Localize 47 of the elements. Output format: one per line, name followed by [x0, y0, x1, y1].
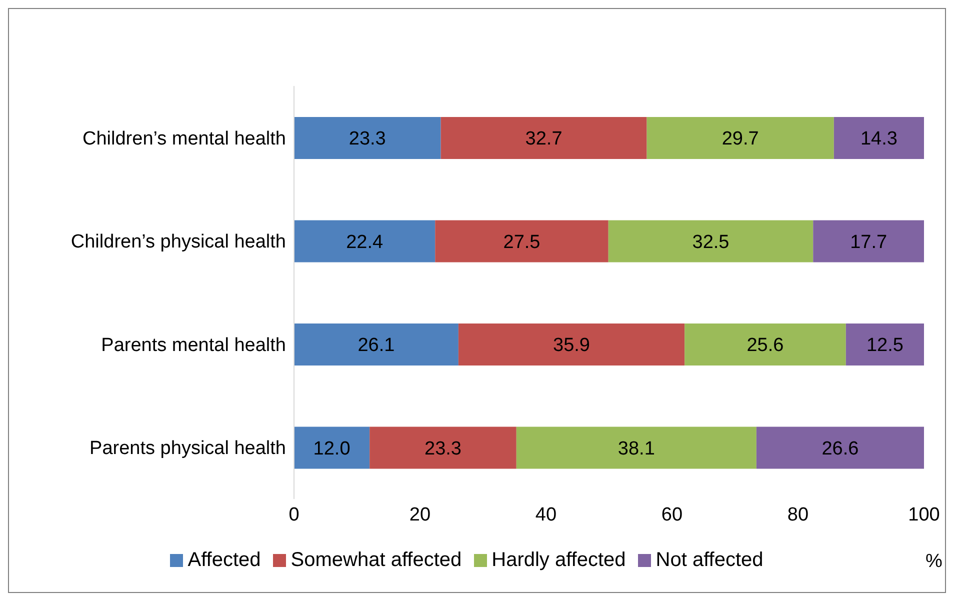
bar: [294, 117, 441, 159]
x-tick-label: 80: [787, 504, 809, 526]
data-label: 12.5: [866, 335, 904, 356]
x-tick-label: 40: [535, 504, 557, 526]
bar: [458, 324, 685, 366]
y-tick-label: Parents mental health: [101, 334, 286, 356]
data-label: 27.5: [503, 232, 540, 253]
bar: [516, 426, 756, 469]
bar: [294, 426, 370, 469]
bar: [440, 117, 647, 159]
data-label: 35.9: [553, 335, 590, 356]
data-label: 38.1: [618, 438, 655, 460]
data-label: 26.6: [822, 438, 859, 460]
bar: [813, 220, 924, 262]
bar: [435, 220, 608, 262]
bar: [756, 426, 924, 469]
legend-label: Hardly affected: [490, 549, 626, 572]
data-label: 17.7: [850, 232, 888, 253]
y-tick-label: Children’s physical health: [70, 232, 286, 253]
data-label: 26.1: [358, 335, 395, 356]
bar: [834, 117, 924, 159]
y-tick-label: Parents physical health: [90, 438, 286, 460]
data-label: 12.0: [313, 438, 350, 460]
x-tick-label: 20: [409, 504, 431, 526]
data-label: 14.3: [860, 128, 898, 150]
bar: [846, 324, 924, 366]
data-label: 32.7: [525, 128, 562, 150]
data-label: 23.3: [348, 128, 386, 150]
x-tick-label: 60: [661, 504, 683, 526]
data-label: 25.6: [746, 335, 784, 356]
bar: [684, 324, 846, 366]
legend-label: Not affected: [654, 549, 764, 572]
data-label: 23.3: [424, 438, 462, 460]
x-tick-label: 100: [908, 504, 940, 526]
bar: [608, 220, 814, 262]
x-tick-label: 0: [288, 504, 300, 526]
data-label: 32.5: [692, 232, 730, 253]
data-label: 29.7: [722, 128, 759, 150]
x-axis-title: %: [924, 550, 944, 574]
legend-label: Somewhat affected: [290, 549, 462, 572]
legend-label: Affected: [186, 549, 261, 572]
bar: [294, 324, 458, 366]
bar: [370, 426, 516, 469]
data-label: 22.4: [346, 232, 384, 253]
bar: [646, 117, 834, 159]
y-tick-label: Children’s mental health: [82, 128, 286, 150]
bar: [294, 220, 436, 262]
